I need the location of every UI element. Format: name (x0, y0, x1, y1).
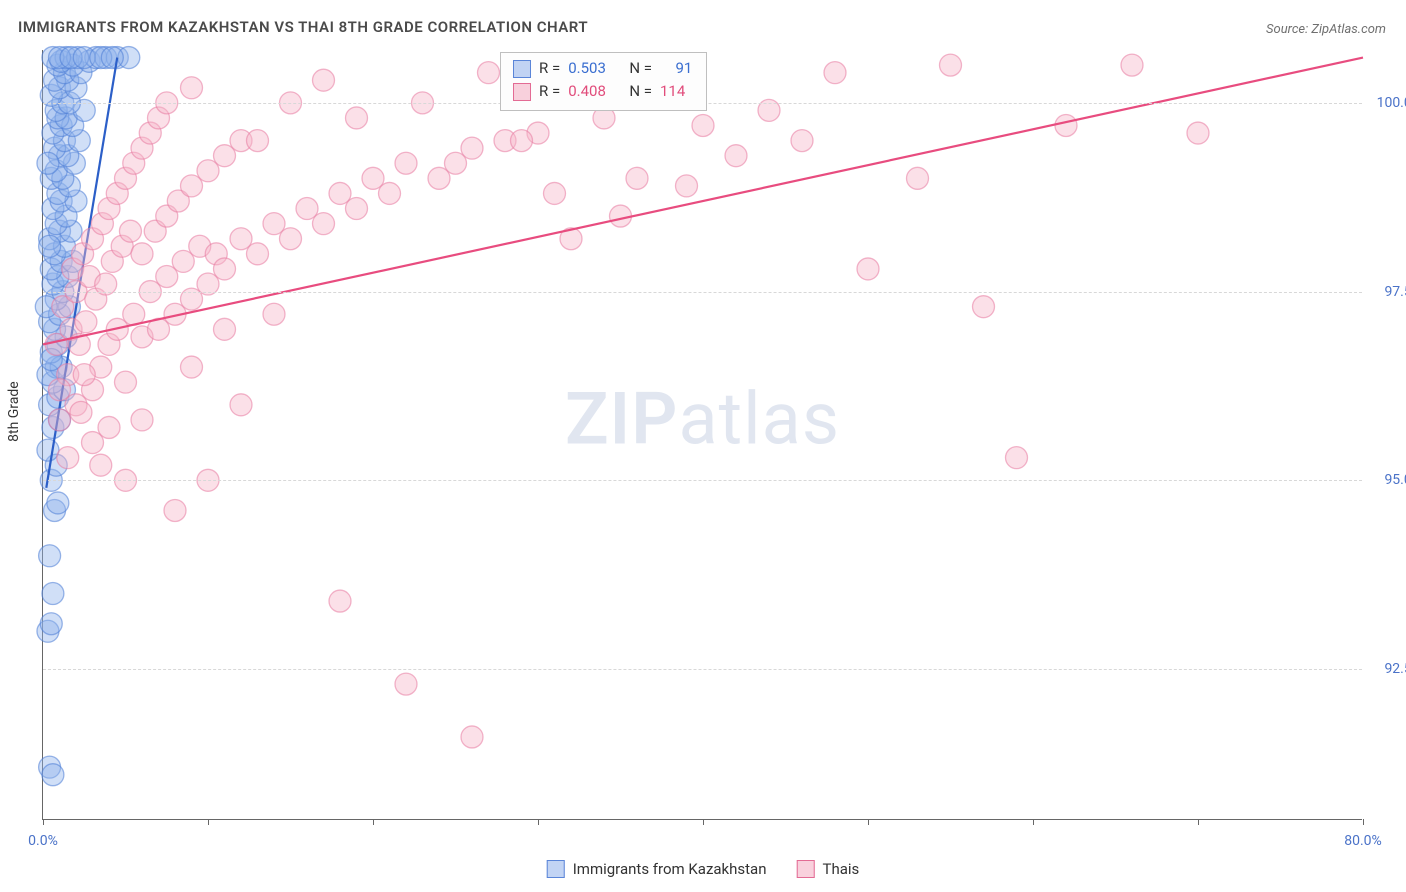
source-attribution: Source: ZipAtlas.com (1266, 22, 1386, 37)
legend-row-kazakhstan: R = 0.503 N = 91 (513, 57, 692, 80)
legend-label-thai: Thais (823, 860, 860, 878)
chart-title: IMMIGRANTS FROM KAZAKHSTAN VS THAI 8TH G… (18, 18, 588, 36)
r-value-kazakhstan: 0.503 (568, 57, 606, 80)
r-label: R = (539, 57, 560, 80)
legend-item-kazakhstan: Immigrants from Kazakhstan (547, 860, 767, 878)
swatch-pink-icon (797, 860, 815, 878)
y-tick-label: 97.5% (1367, 284, 1406, 300)
swatch-blue-icon (547, 860, 565, 878)
bottom-legend: Immigrants from Kazakhstan Thais (547, 860, 860, 878)
swatch-pink-icon (513, 83, 531, 101)
n-value-kazakhstan (660, 57, 667, 80)
legend-item-thai: Thais (797, 860, 860, 878)
plot-area: ZIPatlas 92.5%95.0%97.5%100.0%0.0%80.0% (42, 50, 1362, 820)
y-axis-label: 8th Grade (6, 381, 22, 442)
y-tick-label: 92.5% (1367, 661, 1406, 677)
y-tick-label: 95.0% (1367, 472, 1406, 488)
legend-label-kazakhstan: Immigrants from Kazakhstan (573, 860, 767, 878)
n-value-thai: 114 (660, 80, 685, 103)
legend-row-thai: R = 0.408 N = 114 (513, 80, 692, 103)
n-label: N = (629, 80, 652, 103)
r-label: R = (539, 80, 560, 103)
correlation-legend: R = 0.503 N = 91 R = 0.408 N = 114 (500, 52, 707, 111)
n-label: N = (629, 57, 652, 80)
y-tick-label: 100.0% (1367, 95, 1406, 111)
scatter-svg (43, 50, 1362, 819)
x-tick-label: 0.0% (28, 833, 58, 849)
swatch-blue-icon (513, 60, 531, 78)
x-tick-label: 80.0% (1344, 833, 1382, 849)
r-value-thai: 0.408 (568, 80, 606, 103)
